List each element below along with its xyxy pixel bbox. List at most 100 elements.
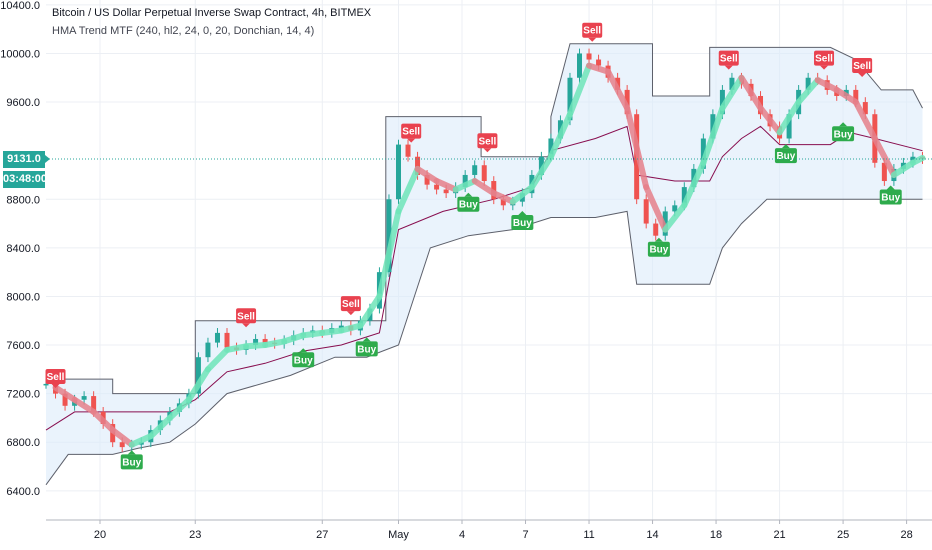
buy-signal-label: Buy — [122, 457, 141, 468]
candle-body — [195, 357, 201, 394]
hma-segment — [128, 433, 154, 448]
hma-segment — [833, 86, 859, 106]
sell-signal: Sell — [401, 123, 422, 143]
hma-segment — [776, 99, 802, 136]
hma-segment — [757, 105, 783, 136]
hma-segment — [662, 202, 688, 233]
hma-segment — [700, 105, 726, 166]
hma-segment — [243, 342, 269, 350]
hma-segment — [471, 178, 497, 197]
indicator-label[interactable]: HMA Trend MTF (240, hl2, 24, 0, 20, Donc… — [52, 25, 315, 37]
sell-signal-box — [582, 22, 603, 38]
sell-signal-label: Sell — [342, 299, 360, 310]
candle-body — [596, 59, 602, 66]
candle-body — [443, 189, 449, 194]
sell-signal: Sell — [814, 50, 835, 70]
hma-segment — [224, 343, 250, 353]
buy-signal: Buy — [647, 237, 670, 257]
sell-signal-label: Sell — [853, 61, 871, 72]
buy-signal: Buy — [774, 144, 797, 164]
hma-segment — [719, 74, 745, 112]
candle-body — [91, 396, 97, 412]
time-tick-label: 28 — [900, 529, 912, 541]
price-tick-label: 6400.0 — [6, 486, 40, 498]
buy-signal-label: Buy — [294, 355, 313, 366]
hma-segment — [204, 346, 231, 373]
candle-body — [653, 223, 659, 236]
band-lower-line — [45, 198, 923, 486]
candle-body — [681, 187, 687, 206]
time-tick-label: 27 — [316, 529, 328, 541]
candle-body — [481, 165, 487, 182]
hma-segment — [681, 159, 707, 209]
buy-signal-box — [457, 196, 480, 212]
candle-body — [881, 162, 887, 182]
time-tick-label: 11 — [583, 529, 594, 541]
candle-body — [548, 138, 554, 157]
buy-signal: Buy — [292, 348, 315, 368]
sell-signal-box — [340, 296, 361, 312]
price-tick-label: 10400.0 — [0, 0, 40, 12]
candle-body — [119, 442, 125, 448]
sell-signal: Sell — [477, 133, 498, 153]
price-axis: 6400.0 6800.0 7200.0 7600.0 8000.0 8400.0 8800… — [0, 0, 40, 498]
sell-signal-pointer — [588, 37, 597, 42]
sell-signal-box — [852, 57, 873, 73]
sell-signal-box — [236, 308, 257, 324]
buy-signal-pointer — [839, 122, 848, 127]
sell-signal-pointer — [483, 148, 492, 153]
hma-segment — [357, 293, 383, 329]
candle-body — [567, 77, 573, 121]
sell-signal-box — [718, 50, 739, 66]
candle-body — [719, 89, 725, 115]
hma-segment — [395, 165, 421, 215]
candle-body — [43, 383, 49, 386]
hma-segment — [109, 427, 135, 448]
hma-segment — [71, 396, 97, 415]
hma-segment — [490, 190, 516, 205]
candle-body — [786, 114, 792, 139]
candle-body — [862, 102, 868, 115]
price-tick-label: 8800.0 — [6, 194, 40, 206]
buy-signal: Buy — [120, 450, 143, 470]
hma-segment — [528, 153, 554, 191]
time-axis: 20 23 27 May 4 7 11 14 18 21 25 28 — [94, 520, 913, 541]
signal-labels: Sell Buy Sell Buy Sell Buy Sell Buy Sell Buy Sell B… — [45, 22, 902, 470]
buy-signal-box — [355, 341, 378, 357]
time-tick-label: 25 — [837, 529, 849, 541]
sell-signal-pointer — [346, 311, 355, 316]
buy-signal-pointer — [362, 337, 371, 342]
sell-signal-box — [401, 123, 422, 139]
candle-body — [577, 53, 583, 78]
current-price-badge: 9131.0 — [3, 150, 50, 168]
candle-body — [262, 338, 268, 343]
sell-signal-label: Sell — [402, 127, 420, 138]
hma-segment — [909, 154, 926, 166]
candle-body — [672, 205, 678, 212]
hma-segment — [795, 77, 821, 106]
hma-segment — [338, 322, 364, 334]
time-tick-label: May — [388, 529, 409, 541]
sell-signal-pointer — [51, 384, 60, 388]
buy-signal-box — [292, 352, 315, 368]
hma-segment — [871, 135, 897, 178]
buy-signal-label: Buy — [881, 192, 900, 203]
sell-signal-label: Sell — [479, 136, 497, 147]
candle-body — [729, 77, 735, 90]
buy-signal-box — [879, 189, 902, 205]
price-tick-label: 8000.0 — [6, 291, 40, 303]
sell-signal-label: Sell — [720, 54, 738, 65]
sell-signal-pointer — [242, 323, 251, 328]
price-tick-label: 8400.0 — [6, 243, 40, 255]
hma-segment — [300, 329, 326, 339]
time-tick-label: 23 — [189, 529, 201, 541]
time-tick-label: 18 — [710, 529, 722, 541]
candle-body — [643, 199, 649, 224]
buy-signal-pointer — [781, 144, 790, 149]
hma-segment — [738, 74, 764, 112]
hma-segment — [52, 384, 78, 403]
candle-body — [253, 338, 259, 346]
buy-signal: Buy — [511, 210, 534, 230]
candle-body — [386, 199, 392, 273]
